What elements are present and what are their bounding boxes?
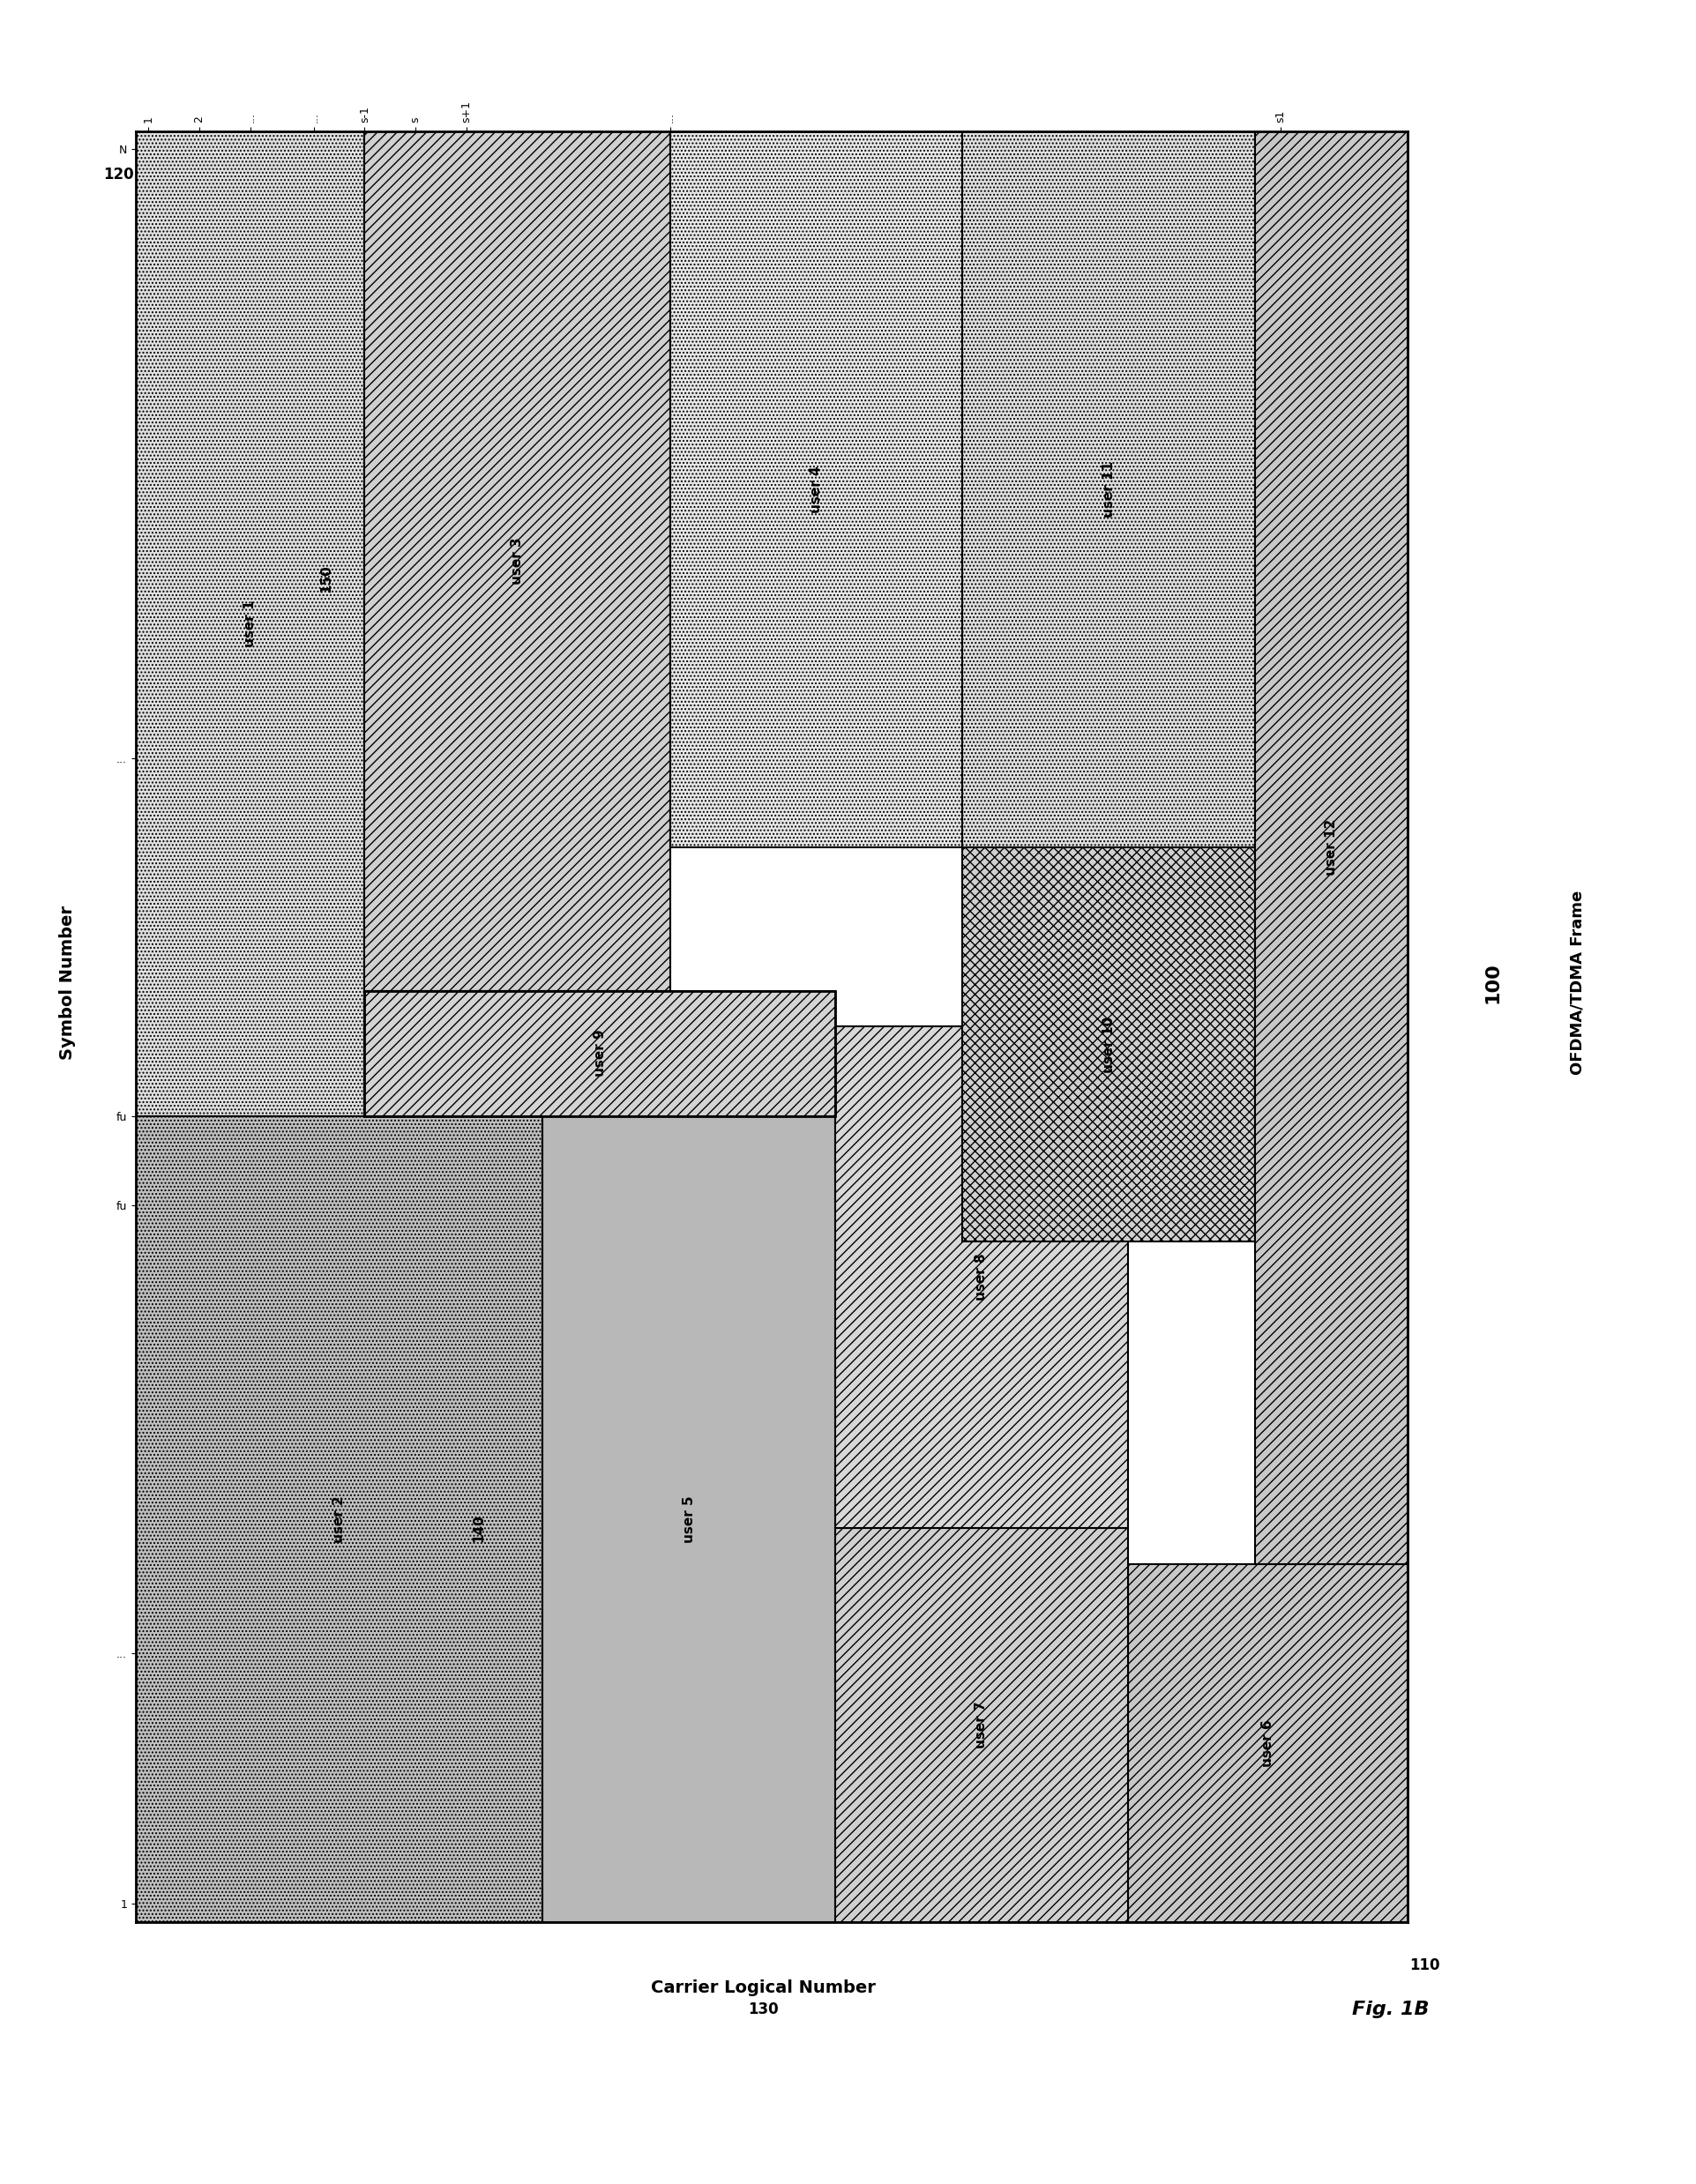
FancyBboxPatch shape [670, 131, 963, 847]
FancyBboxPatch shape [836, 1529, 1128, 1922]
Bar [365, 992, 836, 1116]
FancyBboxPatch shape [543, 1116, 836, 1922]
FancyBboxPatch shape [1128, 1564, 1408, 1922]
Text: user 7: user 7 [975, 1701, 989, 1749]
Text: user 10: user 10 [1102, 1016, 1116, 1072]
Text: user 6: user 6 [1262, 1719, 1274, 1767]
Text: 150: 150 [321, 566, 332, 592]
Text: user 8: user 8 [975, 1254, 989, 1302]
FancyBboxPatch shape [1255, 131, 1408, 1564]
Text: Carrier Logical Number: Carrier Logical Number [651, 1979, 875, 1996]
FancyBboxPatch shape [136, 1116, 543, 1922]
Text: 100: 100 [1484, 963, 1501, 1002]
FancyBboxPatch shape [365, 131, 670, 992]
Text: user 3: user 3 [510, 537, 524, 585]
Text: user 5: user 5 [682, 1496, 695, 1542]
Text: user 1: user 1 [244, 601, 256, 646]
Text: 120: 120 [103, 166, 134, 183]
FancyBboxPatch shape [365, 992, 836, 1116]
Text: Symbol Number: Symbol Number [59, 906, 76, 1059]
Text: user 2: user 2 [332, 1496, 346, 1542]
FancyBboxPatch shape [963, 131, 1255, 847]
Text: user 4: user 4 [809, 465, 823, 513]
FancyBboxPatch shape [963, 847, 1255, 1241]
Text: user 12: user 12 [1325, 819, 1338, 876]
Text: 140: 140 [473, 1514, 485, 1542]
FancyBboxPatch shape [136, 131, 365, 1116]
Text: 130: 130 [748, 2001, 778, 2018]
Text: OFDMA/TDMA Frame: OFDMA/TDMA Frame [1569, 891, 1586, 1075]
FancyBboxPatch shape [836, 1026, 1128, 1529]
Text: user 9: user 9 [594, 1029, 607, 1077]
Text: user 11: user 11 [1102, 461, 1116, 518]
Text: Fig. 1B: Fig. 1B [1352, 2001, 1430, 2018]
Text: 110: 110 [1409, 1957, 1440, 1974]
